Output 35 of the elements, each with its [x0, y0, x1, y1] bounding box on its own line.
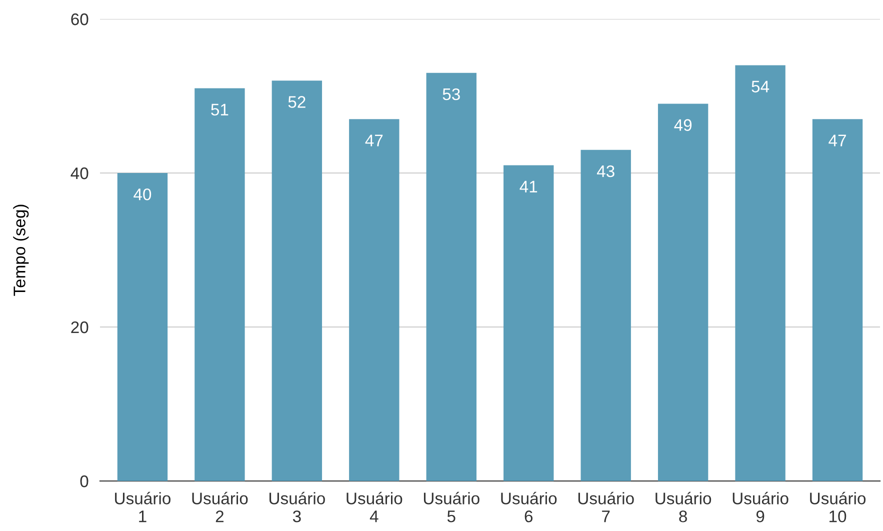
- x-tick-label: Usuário 1: [115, 492, 170, 522]
- y-tick-label: 0: [80, 475, 88, 488]
- data-label: 40: [134, 188, 152, 200]
- bar: [194, 88, 245, 481]
- data-label: 49: [674, 119, 692, 131]
- bar: [117, 173, 168, 481]
- data-label: 51: [211, 104, 228, 116]
- y-tick-label: 20: [71, 321, 88, 334]
- data-label: 52: [288, 96, 306, 108]
- y-tick-label: 40: [70, 167, 88, 180]
- data-label: 54: [752, 80, 770, 92]
- y-axis-title: Tempo (seg): [13, 204, 29, 296]
- bar: [504, 165, 554, 481]
- bar: [812, 119, 863, 481]
- bar: [349, 119, 400, 481]
- x-tick-label: Usuário 9: [732, 492, 788, 522]
- bar: [580, 150, 631, 481]
- x-tick-label: Usuário 2: [192, 492, 248, 522]
- data-label: 53: [442, 88, 460, 100]
- x-tick-label: Usuário 6: [501, 492, 557, 522]
- data-label: 43: [596, 165, 614, 178]
- bar: [272, 80, 322, 481]
- x-tick-label: Usuário 8: [656, 492, 712, 522]
- data-label: 47: [365, 134, 383, 146]
- x-tick-label: Usuário 5: [424, 492, 480, 522]
- x-tick-label: Usuário 3: [270, 492, 325, 522]
- x-tick-label: Usuário 7: [578, 492, 634, 522]
- y-tick-label: 60: [71, 13, 88, 26]
- bar: [735, 65, 786, 481]
- x-tick-label: Usuário 4: [346, 492, 402, 522]
- x-tick-label: Usuário 10: [810, 492, 866, 522]
- bar: [658, 104, 708, 481]
- bar: [426, 72, 476, 481]
- data-label: 47: [828, 134, 846, 146]
- data-label: 41: [520, 180, 538, 192]
